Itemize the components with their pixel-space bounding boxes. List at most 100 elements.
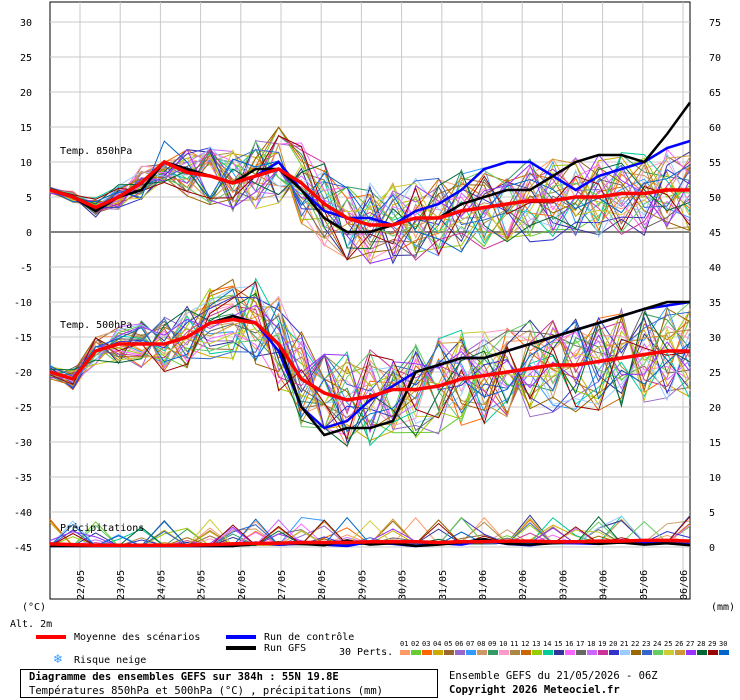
member-legend-label: 03 <box>422 640 430 648</box>
date-label: 27/05 <box>277 570 288 600</box>
legend-snow-label: Risque neige <box>74 655 146 666</box>
member-t500-line <box>49 292 691 447</box>
member-legend-swatch <box>488 650 498 655</box>
member-legend-swatch <box>466 650 476 655</box>
member-legend-label: 29 <box>708 640 716 648</box>
panel-label-t850: Temp. 850hPa <box>60 146 132 157</box>
member-t500-line <box>49 302 691 429</box>
left-tick-label: -40 <box>14 508 32 519</box>
left-tick-label: 10 <box>20 158 32 169</box>
member-legend-swatch <box>554 650 564 655</box>
member-legend-label: 25 <box>664 640 672 648</box>
left-tick-label: 20 <box>20 88 32 99</box>
date-label: 03/06 <box>558 570 569 600</box>
date-label: 25/05 <box>197 570 208 600</box>
mean-t850-line <box>49 159 690 227</box>
left-tick-label: -15 <box>14 333 32 344</box>
member-legend-label: 19 <box>598 640 606 648</box>
member-legend-swatch <box>653 650 663 655</box>
member-legend-label: 23 <box>642 640 650 648</box>
member-legend-swatch <box>433 650 443 655</box>
date-label: 01/06 <box>478 570 489 600</box>
date-label: 28/05 <box>317 570 328 600</box>
date-label: 22/05 <box>76 570 87 600</box>
member-t850-line <box>49 146 691 250</box>
right-tick-label: 35 <box>709 298 721 309</box>
date-label: 29/05 <box>357 570 368 600</box>
member-t500-line <box>49 288 691 433</box>
right-tick-label: 45 <box>709 228 721 239</box>
member-t850-line <box>49 148 691 264</box>
member-t500-line <box>49 303 691 448</box>
alt-label: Alt. 2m <box>10 619 52 630</box>
member-legend-swatch <box>576 650 586 655</box>
panel-label-t500: Temp. 500hPa <box>60 320 132 331</box>
member-legend-swatch <box>510 650 520 655</box>
member-legend-swatch <box>609 650 619 655</box>
member-legend-label: 04 <box>433 640 441 648</box>
legend-control-label: Run de contrôle <box>264 631 354 643</box>
member-t500-line <box>49 314 691 422</box>
member-legend-swatch <box>543 650 553 655</box>
member-t850-line <box>49 140 691 253</box>
member-legend-swatch <box>411 650 421 655</box>
right-tick-label: 50 <box>709 193 721 204</box>
member-t500-line <box>49 309 691 430</box>
copyright: Copyright 2026 Meteociel.fr <box>449 684 620 696</box>
mean-t500-line <box>49 317 690 402</box>
left-tick-label: -5 <box>20 263 32 274</box>
member-legend-swatch <box>631 650 641 655</box>
right-tick-label: 75 <box>709 18 721 29</box>
main-runs <box>49 101 692 548</box>
member-legend-label: 20 <box>609 640 617 648</box>
date-label: 04/06 <box>599 570 610 600</box>
right-tick-label: 15 <box>709 438 721 449</box>
right-axis-unit: (mm) <box>711 602 735 613</box>
date-label: 23/05 <box>116 570 127 600</box>
left-tick-label: -35 <box>14 473 32 484</box>
panel-label-precip: Précipitations <box>60 522 144 534</box>
member-legend-swatch <box>565 650 575 655</box>
member-legend-swatch <box>620 650 630 655</box>
legend-mean-label: Moyenne des scénarios <box>74 631 200 643</box>
member-t500-line <box>49 286 691 431</box>
left-tick-label: 25 <box>20 53 32 64</box>
member-legend-label: 06 <box>455 640 463 648</box>
date-labels: 22/05 23/05 24/05 25/05 26/05 27/05 28/05 29/05… <box>76 570 690 600</box>
right-tick-label: 30 <box>709 333 721 344</box>
member-legend-label: 26 <box>675 640 683 648</box>
left-tick-label: -45 <box>14 543 32 554</box>
date-label: 31/05 <box>438 570 449 600</box>
left-tick-label: -25 <box>14 403 32 414</box>
date-label: 30/05 <box>398 570 409 600</box>
right-tick-label: 10 <box>709 473 721 484</box>
mean-precip-line <box>49 538 691 548</box>
legend-gfs-label: Run GFS <box>264 643 306 654</box>
member-legend-swatch <box>400 650 410 655</box>
member-legend-label: 16 <box>565 640 573 648</box>
right-tick-label: 0 <box>709 543 715 554</box>
member-legend-label: 15 <box>554 640 562 648</box>
member-legend: 01 02 03 04 05 06 07 08 09 10 11 12 13 14 15 16 17 18 19 20… <box>400 640 729 655</box>
member-legend-label: 13 <box>532 640 540 648</box>
left-tick-label: -30 <box>14 438 32 449</box>
date-label: 05/06 <box>639 570 650 600</box>
chart-title: Diagramme des ensembles GEFS sur 384h : … <box>29 671 339 683</box>
member-legend-swatch <box>532 650 542 655</box>
member-legend-swatch <box>686 650 696 655</box>
member-t850-line <box>49 135 691 261</box>
member-legend-swatch <box>422 650 432 655</box>
member-legend-label: 08 <box>477 640 485 648</box>
member-legend-label: 11 <box>510 640 518 648</box>
member-legend-label: 09 <box>488 640 496 648</box>
plot-area <box>49 1 691 600</box>
member-t500-line <box>49 300 691 424</box>
member-t500-line <box>49 293 691 418</box>
right-tick-label: 5 <box>709 508 715 519</box>
left-tick-label: 15 <box>20 123 32 134</box>
date-label: 06/06 <box>679 570 690 600</box>
ensemble-source: Ensemble GEFS du 21/05/2026 - 06Z <box>449 670 658 682</box>
legend-perts-label: 30 Perts. <box>339 647 393 658</box>
member-legend-swatch <box>642 650 652 655</box>
